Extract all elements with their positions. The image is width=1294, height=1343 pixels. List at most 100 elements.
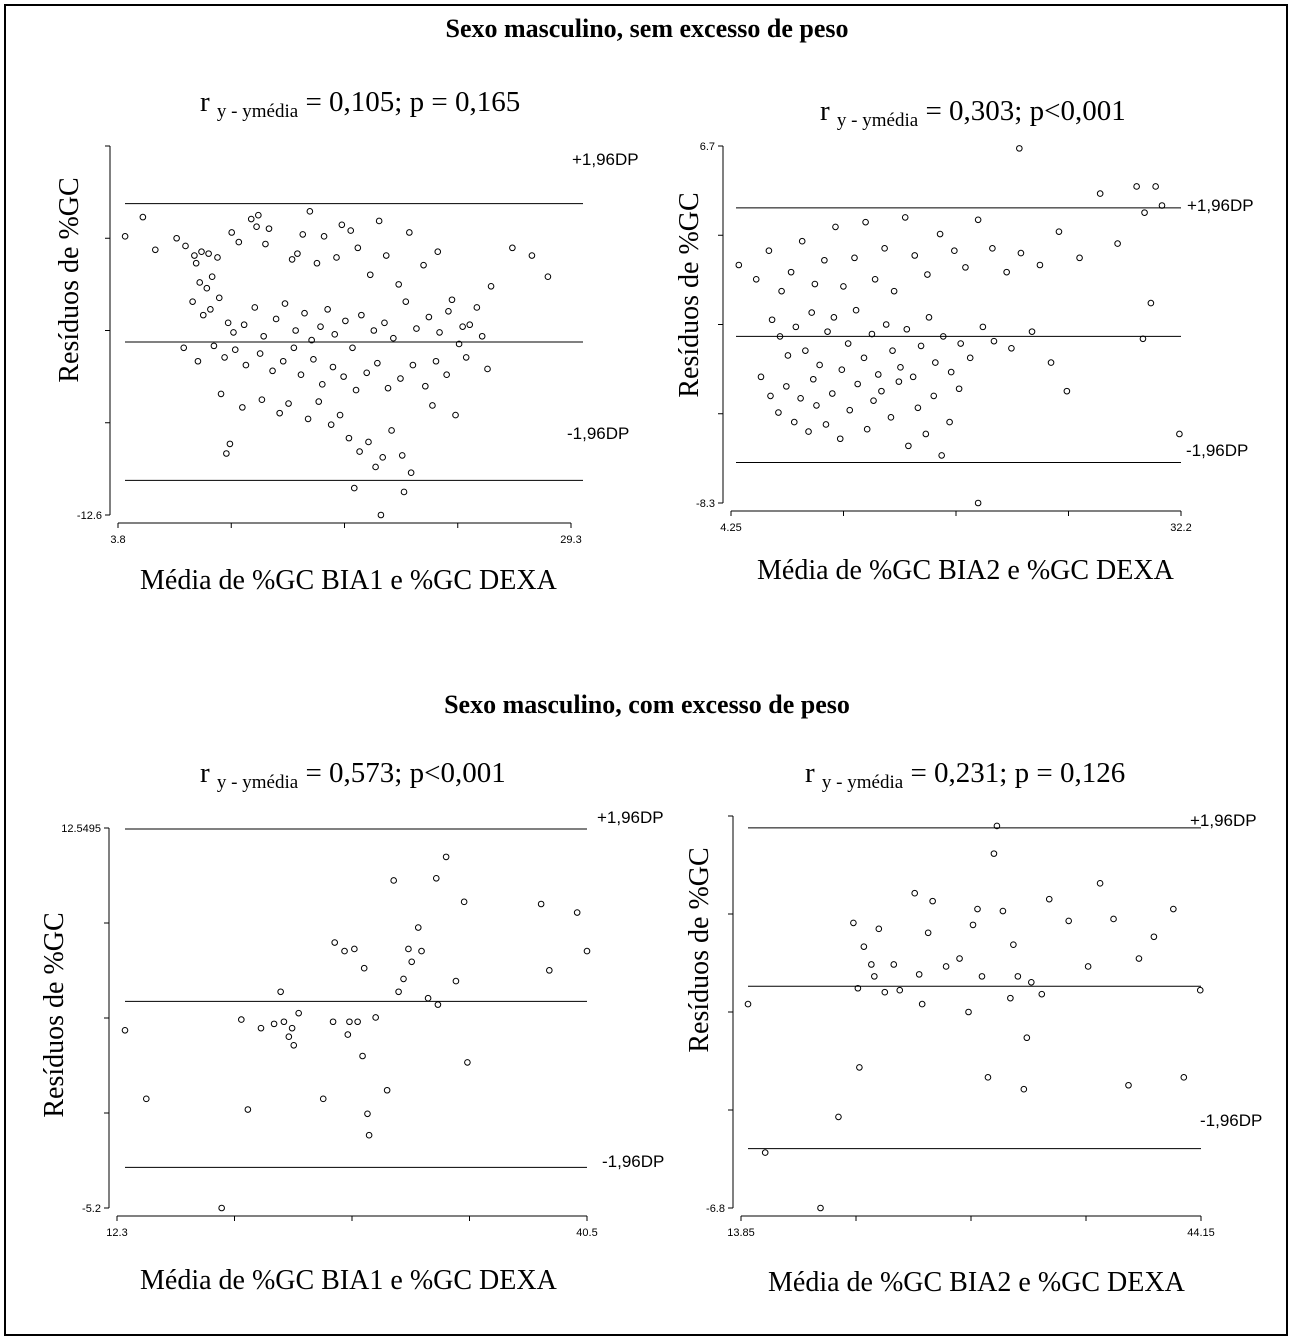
data-point bbox=[372, 1014, 379, 1021]
data-point bbox=[896, 986, 904, 994]
data-point bbox=[860, 354, 868, 362]
data-point bbox=[142, 1095, 150, 1103]
data-point bbox=[1016, 145, 1023, 152]
y-tick-label: 12.5495 bbox=[61, 823, 101, 835]
data-point bbox=[784, 352, 792, 359]
data-point bbox=[277, 988, 284, 996]
data-point bbox=[990, 850, 998, 857]
data-point bbox=[805, 428, 812, 435]
data-point bbox=[835, 1113, 842, 1121]
data-point bbox=[1076, 254, 1083, 262]
data-point bbox=[384, 384, 392, 392]
data-point bbox=[329, 1018, 337, 1026]
data-point bbox=[244, 1106, 252, 1113]
data-point bbox=[290, 1041, 298, 1049]
data-point bbox=[315, 398, 323, 405]
data-point bbox=[870, 397, 877, 404]
data-point bbox=[182, 242, 189, 250]
data-point bbox=[1008, 345, 1015, 352]
data-point bbox=[1170, 905, 1177, 913]
data-point bbox=[999, 907, 1007, 915]
stat-prefix: r bbox=[200, 86, 210, 118]
data-point bbox=[974, 905, 981, 913]
data-point bbox=[909, 373, 917, 381]
data-point bbox=[930, 392, 938, 400]
data-point bbox=[775, 409, 782, 416]
data-point bbox=[460, 898, 468, 906]
x-tick-label: 12.3 bbox=[106, 1227, 127, 1239]
data-point bbox=[856, 1064, 863, 1071]
data-point bbox=[333, 254, 340, 261]
data-point bbox=[230, 329, 237, 336]
data-point bbox=[192, 259, 200, 267]
data-point bbox=[840, 283, 847, 290]
stat-prefix: r bbox=[805, 757, 815, 789]
data-point bbox=[235, 238, 243, 246]
y-tick-label: -5.2 bbox=[82, 1203, 101, 1215]
data-point bbox=[798, 237, 806, 245]
data-point bbox=[194, 357, 202, 365]
data-point bbox=[299, 231, 307, 238]
data-point bbox=[121, 233, 129, 240]
data-point bbox=[281, 300, 289, 307]
data-point bbox=[1014, 973, 1022, 980]
data-point bbox=[1180, 1074, 1188, 1081]
data-point bbox=[846, 406, 854, 414]
x-tick-label: 13.85 bbox=[727, 1227, 755, 1239]
data-point bbox=[432, 357, 440, 365]
data-point bbox=[466, 321, 474, 329]
data-point bbox=[285, 400, 292, 407]
data-point bbox=[317, 323, 324, 330]
data-point bbox=[765, 247, 773, 255]
data-point bbox=[808, 309, 816, 316]
data-point bbox=[911, 252, 919, 259]
data-point bbox=[422, 382, 429, 390]
data-point bbox=[253, 223, 260, 231]
data-point bbox=[226, 440, 234, 448]
data-point bbox=[308, 336, 315, 344]
data-point bbox=[320, 233, 328, 240]
x-axis-label: Média de %GC BIA1 e %GC DEXA bbox=[140, 565, 557, 596]
data-point bbox=[279, 357, 287, 365]
data-point bbox=[946, 418, 953, 426]
data-point bbox=[388, 427, 395, 434]
data-point bbox=[208, 273, 216, 280]
data-point bbox=[436, 329, 443, 336]
data-point bbox=[890, 287, 898, 295]
data-point bbox=[956, 955, 963, 962]
data-point bbox=[925, 314, 933, 321]
data-point bbox=[242, 361, 250, 369]
data-point bbox=[821, 256, 828, 264]
data-point bbox=[215, 294, 223, 302]
data-point bbox=[822, 421, 830, 428]
data-point bbox=[265, 225, 273, 232]
data-point bbox=[965, 1008, 972, 1016]
data-point bbox=[813, 402, 820, 409]
data-point bbox=[487, 282, 495, 290]
data-point bbox=[744, 1000, 752, 1008]
data-point bbox=[1063, 387, 1071, 395]
x-axis-label: Média de %GC BIA2 e %GC DEXA bbox=[768, 1267, 1185, 1298]
data-point bbox=[882, 321, 890, 328]
data-point bbox=[936, 230, 944, 238]
data-point bbox=[914, 404, 922, 412]
data-point bbox=[240, 321, 248, 329]
data-point bbox=[354, 244, 362, 252]
data-point bbox=[1141, 209, 1148, 216]
data-point bbox=[1038, 990, 1046, 998]
data-point bbox=[1135, 955, 1143, 962]
data-point bbox=[350, 484, 358, 492]
data-point bbox=[443, 371, 450, 379]
data-point bbox=[223, 450, 230, 457]
data-point bbox=[346, 1018, 353, 1026]
data-point bbox=[221, 354, 228, 361]
data-point bbox=[255, 211, 262, 219]
data-point bbox=[448, 296, 456, 304]
data-point bbox=[1158, 202, 1166, 209]
data-point bbox=[757, 373, 765, 381]
stat-heading: r y - ymédia = 0,105; p = 0,165 bbox=[200, 86, 520, 123]
data-point bbox=[947, 368, 955, 376]
data-point bbox=[238, 1016, 245, 1023]
data-point bbox=[288, 1024, 296, 1032]
data-point bbox=[875, 925, 883, 933]
